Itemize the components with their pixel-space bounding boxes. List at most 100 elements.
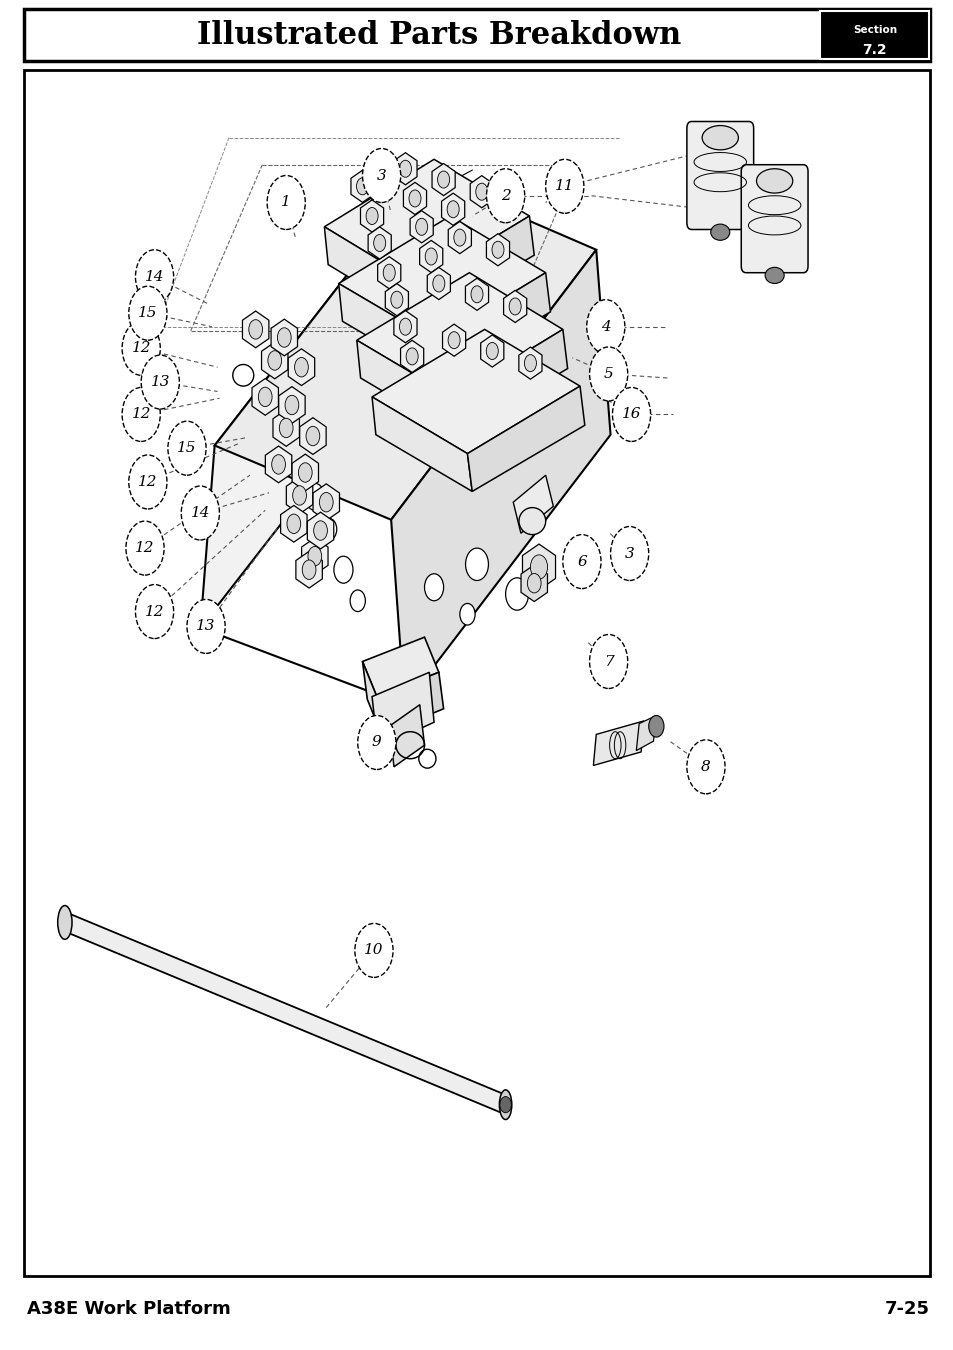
Polygon shape <box>372 397 472 491</box>
FancyBboxPatch shape <box>24 9 929 61</box>
Circle shape <box>258 387 272 406</box>
Circle shape <box>437 171 449 188</box>
FancyBboxPatch shape <box>820 11 928 59</box>
Polygon shape <box>377 256 400 289</box>
Text: 12: 12 <box>145 605 164 618</box>
Polygon shape <box>271 319 297 356</box>
Circle shape <box>122 321 160 375</box>
Text: 2: 2 <box>500 189 510 202</box>
Ellipse shape <box>58 906 72 940</box>
Circle shape <box>424 574 443 601</box>
Text: Section: Section <box>852 24 896 35</box>
FancyBboxPatch shape <box>24 70 929 1276</box>
Circle shape <box>135 250 173 304</box>
Polygon shape <box>295 551 322 589</box>
Circle shape <box>454 230 465 246</box>
Circle shape <box>391 292 402 308</box>
Circle shape <box>505 578 528 610</box>
Polygon shape <box>356 340 456 435</box>
Text: 1: 1 <box>281 196 291 209</box>
Circle shape <box>686 740 724 794</box>
Ellipse shape <box>756 169 792 193</box>
Circle shape <box>459 603 475 625</box>
Polygon shape <box>593 721 643 765</box>
Circle shape <box>249 320 262 339</box>
Circle shape <box>612 387 650 441</box>
Circle shape <box>406 348 417 364</box>
Circle shape <box>129 286 167 340</box>
Ellipse shape <box>764 267 783 284</box>
Circle shape <box>306 427 319 446</box>
Polygon shape <box>435 273 550 378</box>
Polygon shape <box>480 335 503 367</box>
Circle shape <box>486 169 524 223</box>
Polygon shape <box>338 216 545 340</box>
Polygon shape <box>356 273 562 397</box>
Circle shape <box>122 387 160 441</box>
Circle shape <box>586 300 624 354</box>
Circle shape <box>350 590 365 612</box>
Polygon shape <box>362 637 438 697</box>
Circle shape <box>499 1096 511 1112</box>
Polygon shape <box>441 193 464 225</box>
Circle shape <box>126 521 164 575</box>
Circle shape <box>357 716 395 769</box>
Circle shape <box>302 560 315 579</box>
Text: 7-25: 7-25 <box>884 1300 929 1319</box>
Circle shape <box>362 148 400 202</box>
Polygon shape <box>513 475 553 533</box>
Circle shape <box>267 176 305 230</box>
Polygon shape <box>391 250 610 705</box>
Circle shape <box>409 190 420 207</box>
Text: 15: 15 <box>138 306 157 320</box>
Circle shape <box>181 486 219 540</box>
Circle shape <box>279 418 293 437</box>
Circle shape <box>287 514 300 533</box>
Circle shape <box>314 521 327 540</box>
Polygon shape <box>265 446 292 483</box>
Polygon shape <box>372 329 579 454</box>
Text: 13: 13 <box>196 620 215 633</box>
FancyBboxPatch shape <box>686 122 753 230</box>
Polygon shape <box>486 234 509 266</box>
Polygon shape <box>338 284 438 378</box>
Polygon shape <box>636 716 656 751</box>
Polygon shape <box>503 290 526 323</box>
Circle shape <box>319 493 333 512</box>
Circle shape <box>355 923 393 977</box>
Text: 5: 5 <box>603 367 613 381</box>
Text: 15: 15 <box>177 441 196 455</box>
Circle shape <box>298 463 312 482</box>
Circle shape <box>305 483 324 510</box>
Circle shape <box>530 555 547 579</box>
Polygon shape <box>299 417 326 455</box>
Circle shape <box>293 486 306 505</box>
Polygon shape <box>419 240 442 273</box>
Polygon shape <box>278 386 305 424</box>
Circle shape <box>476 184 487 200</box>
Polygon shape <box>280 505 307 543</box>
Polygon shape <box>400 340 423 373</box>
Circle shape <box>321 518 336 540</box>
Circle shape <box>129 455 167 509</box>
Polygon shape <box>403 182 426 215</box>
Polygon shape <box>301 537 328 575</box>
Text: 11: 11 <box>555 180 574 193</box>
Circle shape <box>374 235 385 251</box>
Polygon shape <box>324 159 529 284</box>
Ellipse shape <box>710 224 729 240</box>
FancyBboxPatch shape <box>740 165 807 273</box>
Text: 12: 12 <box>135 541 154 555</box>
Polygon shape <box>394 153 416 185</box>
Polygon shape <box>385 284 408 316</box>
Polygon shape <box>518 347 541 379</box>
Polygon shape <box>470 176 493 208</box>
Polygon shape <box>324 227 421 321</box>
Circle shape <box>471 286 482 302</box>
Circle shape <box>509 298 520 315</box>
Circle shape <box>486 343 497 359</box>
Text: 16: 16 <box>621 408 640 421</box>
Polygon shape <box>351 170 374 202</box>
Polygon shape <box>65 914 507 1114</box>
Circle shape <box>135 585 173 639</box>
